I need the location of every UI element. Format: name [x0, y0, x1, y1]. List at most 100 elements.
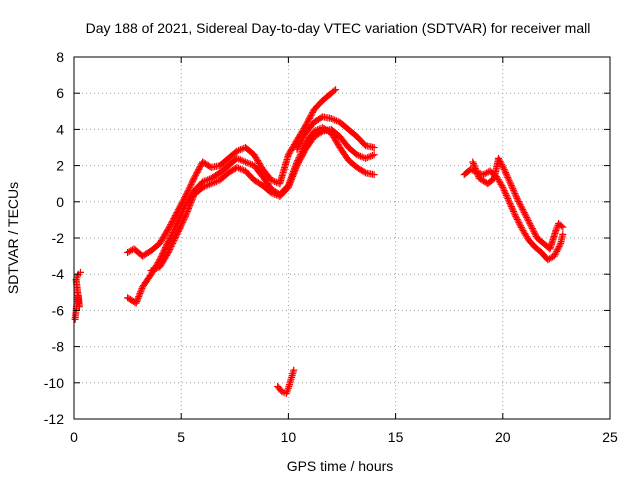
data-point [185, 205, 193, 213]
data-point [164, 225, 172, 233]
data-point [235, 164, 243, 172]
data-point [168, 241, 176, 249]
data-point [368, 151, 376, 159]
data-point [472, 166, 480, 174]
data-point [507, 182, 515, 190]
data-point [192, 170, 200, 178]
x-tick-label: 10 [281, 429, 297, 445]
data-point [293, 145, 301, 153]
data-point [167, 242, 175, 250]
data-point [516, 201, 524, 209]
data-point [498, 161, 506, 169]
data-point [365, 153, 373, 161]
data-point [180, 215, 188, 223]
data-point [332, 86, 340, 94]
data-point [360, 140, 368, 148]
tick-layer: 0 5 10 15 20 25 -12 -10 -8 -6 -4 -2 0 2 4 6 8 [44, 49, 618, 445]
data-point [181, 212, 189, 220]
data-point [471, 164, 479, 172]
data-point [169, 239, 177, 247]
series-arc-morning-1 [124, 86, 340, 260]
data-point [511, 211, 519, 219]
data-point [519, 207, 527, 215]
data-point [502, 170, 510, 178]
data-point [133, 296, 141, 304]
x-tick-label: 25 [602, 429, 618, 445]
data-point [353, 151, 361, 159]
y-tick-label: 0 [56, 194, 64, 210]
data-point [531, 229, 539, 237]
data-point [515, 198, 523, 206]
data-point [178, 220, 186, 228]
data-point [183, 208, 191, 216]
data-point [557, 222, 565, 230]
data-point [510, 207, 518, 215]
data-point [512, 193, 520, 201]
data-point [238, 157, 246, 165]
data-point [298, 151, 306, 159]
y-tick-label: -6 [52, 302, 65, 318]
series-arc-start-low [71, 268, 84, 323]
data-point [188, 195, 196, 203]
data-point [525, 218, 533, 226]
series-arc-evening-2 [469, 154, 567, 253]
data-point [136, 289, 144, 297]
data-point [204, 181, 212, 189]
data-point [186, 201, 194, 209]
data-point [507, 180, 515, 188]
data-point [511, 190, 519, 198]
data-point [519, 205, 527, 213]
data-point [233, 147, 241, 155]
data-point [170, 236, 178, 244]
data-point [547, 254, 555, 262]
data-point [505, 196, 513, 204]
data-point [503, 172, 511, 180]
data-point [330, 87, 338, 95]
data-point [505, 198, 513, 206]
data-point [469, 160, 477, 168]
data-point [172, 232, 180, 240]
data-point [177, 221, 185, 229]
x-tick-label: 5 [177, 429, 185, 445]
data-point [235, 155, 243, 163]
x-tick-label: 15 [388, 429, 404, 445]
data-point [171, 235, 179, 243]
data-point [138, 284, 146, 292]
data-point [509, 185, 517, 193]
data-layer [71, 86, 567, 398]
data-point [499, 183, 507, 191]
x-tick-label: 20 [495, 429, 511, 445]
data-point [211, 178, 219, 186]
data-point [508, 204, 516, 212]
y-tick-label: -8 [52, 339, 65, 355]
data-point [174, 229, 182, 237]
data-point [518, 204, 526, 212]
data-point [179, 217, 187, 225]
data-point [135, 291, 143, 299]
data-point [181, 214, 189, 222]
data-point [185, 203, 193, 211]
data-point [295, 142, 303, 150]
data-point [171, 233, 179, 241]
data-point [502, 191, 510, 199]
data-point [287, 177, 295, 185]
data-point [299, 133, 307, 141]
data-point [512, 212, 520, 220]
data-point [236, 146, 244, 154]
data-point [327, 115, 335, 123]
data-point [514, 217, 522, 225]
data-point [192, 171, 200, 179]
data-point [516, 222, 524, 230]
y-tick-label: 6 [56, 85, 64, 101]
data-point [501, 188, 509, 196]
data-point [189, 177, 197, 185]
y-tick-label: -4 [52, 266, 65, 282]
data-point [506, 199, 514, 207]
data-point [331, 116, 339, 124]
data-point [196, 164, 204, 172]
data-point [286, 180, 294, 188]
data-point [506, 178, 514, 186]
data-point [187, 198, 195, 206]
